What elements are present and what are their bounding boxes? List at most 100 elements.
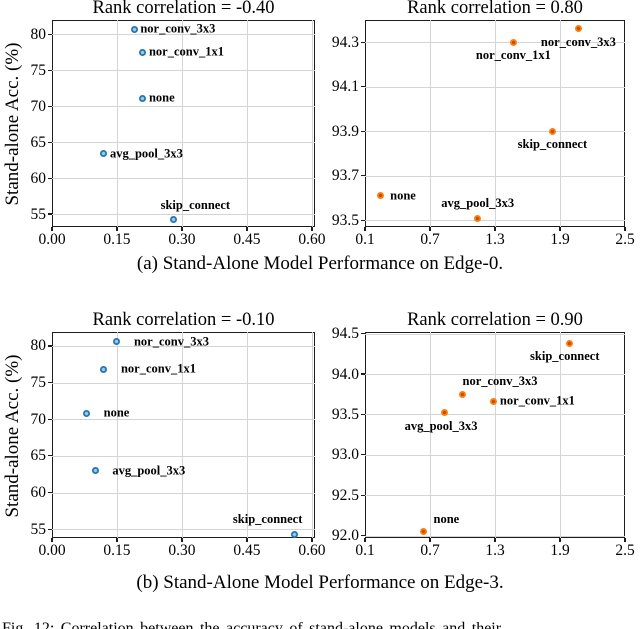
x-tick-mark [116,227,118,231]
y-tick-mark [361,175,365,177]
point-label: none [433,511,460,526]
x-tick-mark [494,227,496,231]
x-tick-label: 0.60 [298,542,326,559]
y-tick-label: 75 [30,374,47,392]
gridline-vertical [181,20,183,227]
y-tick-label: 55 [30,520,47,538]
x-tick-mark [51,538,53,542]
y-axis-label-top: Stand-alone Acc. (%) [2,42,23,206]
point-label: avg_pool_3x3 [112,463,186,478]
y-axis-label-bottom: Stand-alone Acc. (%) [2,354,23,518]
x-tick-mark [246,538,248,542]
gridline-vertical [560,332,561,538]
gridline-horizontal [365,42,625,44]
y-tick-label: 70 [30,410,47,428]
x-tick-label: 0.7 [420,542,440,559]
point-label: none [148,90,175,105]
gridline-vertical [246,20,248,227]
y-tick-mark [48,528,52,530]
y-tick-mark [48,177,52,179]
x-tick-label: 2.5 [615,231,635,248]
y-tick-mark [361,130,365,132]
y-tick-mark [361,494,365,496]
x-tick-label: 0.00 [38,231,66,248]
point-label: skip_connect [232,512,303,527]
x-tick-mark [246,227,248,231]
gridline-horizontal [52,34,315,36]
gridline-horizontal [365,333,625,335]
scatter-point [420,528,427,536]
x-tick-label: 0.1 [355,231,375,248]
gridline-vertical [246,332,248,538]
gridline-vertical [311,332,313,538]
y-tick-mark [361,454,365,456]
scatter-point [440,409,448,417]
gridline-horizontal [365,175,625,177]
scatter-plot-edge3-left [52,332,315,538]
scatter-point [474,214,482,222]
x-tick-label: 0.1 [355,542,375,559]
gridline-horizontal [52,529,315,531]
y-tick-label: 65 [30,447,47,465]
point-label: skip_connect [517,137,588,152]
point-label: nor_conv_3x3 [462,374,538,389]
y-tick-label: 60 [30,169,47,187]
gridline-vertical [430,20,431,227]
y-tick-mark [48,491,52,494]
y-tick-mark [48,381,52,384]
y-tick-mark [48,105,52,107]
gridline-horizontal [52,419,315,421]
gridline-horizontal [52,106,315,108]
point-label: skip_connect [160,197,231,212]
point-label: nor_conv_1x1 [475,48,551,63]
gridline-horizontal [365,454,625,456]
scatter-point [509,38,517,46]
x-tick-mark [364,227,366,231]
x-tick-mark [559,538,561,542]
y-tick-mark [361,41,365,43]
point-label: avg_pool_3x3 [404,418,478,433]
y-tick-mark [361,534,365,537]
y-tick-label: 75 [30,61,47,79]
x-tick-label: 0.30 [168,542,196,559]
subfigure-caption-b: (b) Stand-Alone Model Performance on Edg… [136,572,504,593]
subfigure-caption-a: (a) Stand-Alone Model Performance on Edg… [136,253,504,274]
gridline-horizontal [365,131,625,133]
gridline-vertical [116,20,118,227]
scatter-point [376,192,384,200]
plot-title-edge3-right: Rank correlation = 0.90 [407,310,583,330]
y-tick-label: 70 [30,97,47,115]
y-tick-label: 93.9 [331,122,359,140]
scatter-point [566,339,574,347]
y-tick-label: 92.5 [331,486,359,504]
point-label: avg_pool_3x3 [441,196,515,211]
gridline-horizontal [365,86,625,88]
x-tick-mark [311,227,313,231]
x-tick-mark [116,538,118,542]
x-tick-label: 1.3 [485,231,505,248]
gridline-horizontal [365,374,625,375]
point-label: nor_conv_3x3 [140,21,216,36]
point-label: nor_conv_1x1 [120,361,196,376]
x-tick-label: 0.45 [233,542,261,559]
scatter-plot-edge0-left [52,20,315,227]
x-tick-label: 0.30 [168,231,196,248]
point-label: nor_conv_3x3 [133,334,209,349]
y-tick-label: 93.5 [331,405,359,423]
y-tick-label: 65 [30,133,47,151]
plot-title-edge0-right: Rank correlation = 0.80 [407,0,583,18]
x-tick-label: 0.60 [298,231,326,248]
y-tick-mark [48,33,52,35]
gridline-horizontal [52,492,315,494]
figure-caption-clipped: Fig. 12: Correlation between the accurac… [2,620,502,629]
gridline-horizontal [52,455,315,457]
gridline-horizontal [52,70,315,72]
y-tick-label: 94.3 [331,33,359,51]
scatter-point [100,150,108,158]
x-tick-mark [311,538,313,542]
gridline-horizontal [52,345,315,347]
gridline-vertical [430,332,431,538]
point-label: none [103,405,130,420]
gridline-horizontal [52,214,315,216]
